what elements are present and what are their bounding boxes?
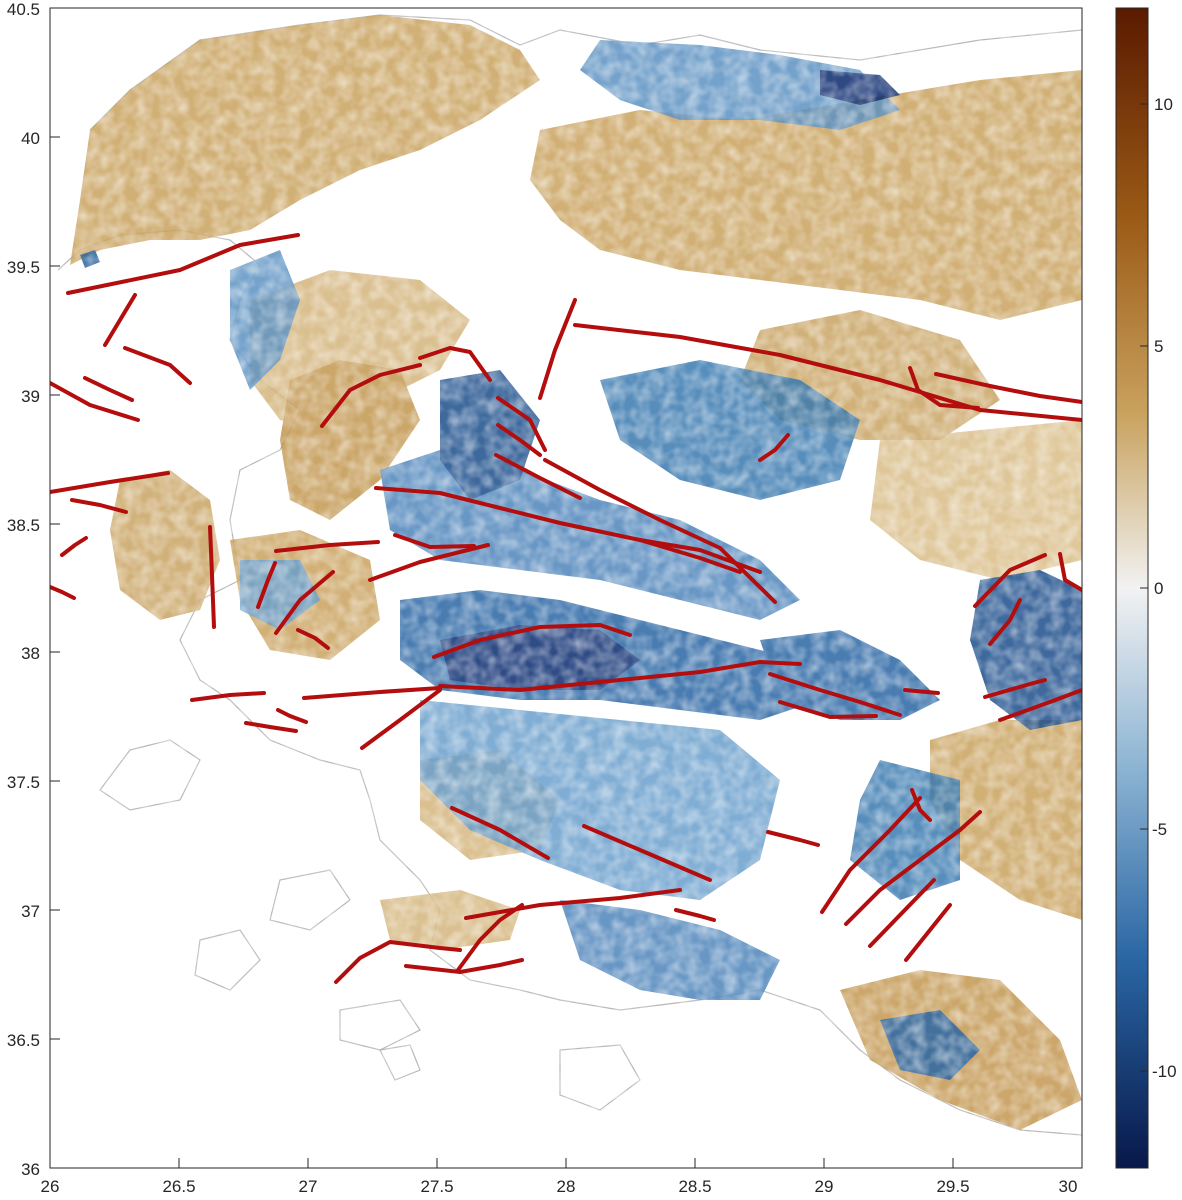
x-tick-label: 28.5 <box>678 1177 711 1196</box>
x-axis: 26 26.5 27 27.5 28 28.5 29 29.5 30 <box>41 1158 1083 1196</box>
x-tick-label: 26.5 <box>162 1177 195 1196</box>
x-tick-label: 27 <box>299 1177 318 1196</box>
deformation-field <box>50 8 1082 1168</box>
y-axis: 36 36.5 37 37.5 38 38.5 39 39.5 40 40.5 <box>7 0 60 1179</box>
colorbar-tick-label: 10 <box>1154 95 1173 114</box>
y-tick-label: 40.5 <box>7 0 40 19</box>
colorbar-tick-label: -5 <box>1152 820 1167 839</box>
x-tick-label: 27.5 <box>420 1177 453 1196</box>
y-tick-label: 36.5 <box>7 1031 40 1050</box>
x-tick-label: 28 <box>557 1177 576 1196</box>
y-tick-label: 38.5 <box>7 516 40 535</box>
colorbar-tick-label: 0 <box>1154 579 1163 598</box>
x-tick-label: 26 <box>41 1177 60 1196</box>
y-tick-label: 38 <box>21 644 40 663</box>
colorbar: 10 5 0 -5 -10 <box>1115 7 1177 1169</box>
x-tick-label: 29 <box>815 1177 834 1196</box>
y-tick-label: 37.5 <box>7 773 40 792</box>
y-tick-label: 40 <box>21 129 40 148</box>
x-tick-label: 30 <box>1059 1177 1078 1196</box>
fault-lines <box>50 233 1082 984</box>
y-tick-label: 36 <box>21 1160 40 1179</box>
colorbar-tick-label: -10 <box>1152 1062 1177 1081</box>
colorbar-tick-label: 5 <box>1154 337 1163 356</box>
y-tick-label: 37 <box>21 902 40 921</box>
y-tick-label: 39.5 <box>7 258 40 277</box>
y-tick-label: 39 <box>21 387 40 406</box>
x-tick-label: 29.5 <box>936 1177 969 1196</box>
